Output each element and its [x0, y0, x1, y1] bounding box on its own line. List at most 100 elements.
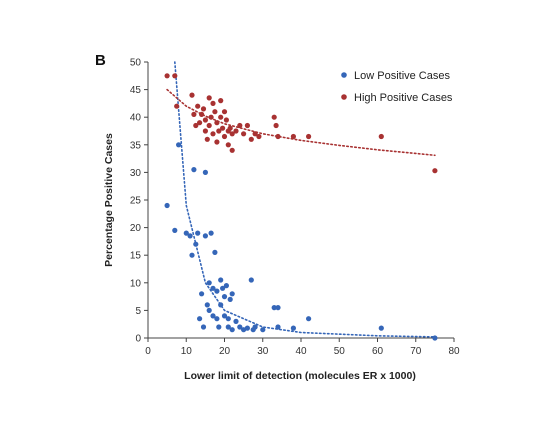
x-tick-label: 70	[410, 346, 422, 357]
low-positive-cases-point	[227, 296, 233, 302]
high-positive-cases-legend-label: High Positive Cases	[354, 92, 453, 104]
low-positive-cases-point	[237, 324, 243, 330]
high-positive-cases-point	[193, 122, 199, 129]
high-positive-cases-point	[229, 147, 235, 153]
high-positive-cases-point	[164, 73, 170, 79]
high-positive-cases-point	[210, 100, 216, 106]
high-positive-cases-point	[206, 122, 212, 129]
high-positive-cases-legend-marker	[341, 94, 347, 100]
high-positive-cases-point	[273, 122, 279, 129]
y-tick-label: 25	[130, 196, 142, 207]
low-positive-cases-point	[183, 230, 189, 236]
high-positive-cases-point	[218, 114, 224, 120]
high-positive-cases-point	[241, 131, 247, 137]
high-positive-cases-point	[172, 73, 178, 79]
y-tick-labels: 0 5 10 15 20 25 30 35 40 45 50	[130, 58, 148, 345]
low-positive-cases-point	[216, 324, 222, 330]
high-positive-cases-point	[223, 117, 229, 123]
high-positive-cases-point	[244, 122, 250, 129]
high-positive-cases-point	[256, 133, 262, 140]
y-axis-label: Percentage Positive Cases	[103, 133, 115, 267]
low-positive-cases-point	[204, 302, 210, 308]
high-positive-cases-point	[229, 131, 235, 137]
low-positive-cases-point	[290, 325, 296, 331]
low-positive-cases-point	[378, 325, 384, 331]
high-positive-cases-point	[221, 109, 228, 115]
y-tick-label: 50	[130, 58, 142, 69]
high-positive-cases-point	[208, 114, 214, 120]
low-positive-cases-point	[223, 283, 229, 289]
low-positive-cases-point	[225, 316, 231, 322]
low-positive-cases-point	[432, 335, 438, 341]
low-positive-cases-point	[187, 233, 193, 239]
high-positive-cases-point	[275, 133, 281, 140]
high-positive-cases-point	[432, 168, 438, 174]
high-positive-cases-point	[200, 106, 207, 112]
y-tick-label: 30	[130, 168, 142, 179]
data-points	[164, 73, 438, 341]
x-tick-label: 50	[334, 346, 346, 357]
legend: Low Positive Cases High Positive Cases	[341, 70, 453, 104]
high-positive-cases-point	[174, 103, 180, 109]
x-tick-labels: 0 10 20 30 40 50 60 70 80	[145, 338, 460, 357]
high-positive-cases-point	[206, 95, 212, 101]
low-positive-cases-point	[193, 241, 199, 247]
y-tick-label: 0	[135, 334, 141, 345]
low-positive-cases-point	[275, 305, 281, 311]
low-positive-cases-point	[220, 285, 226, 291]
high-positive-cases-point	[210, 131, 216, 137]
low-positive-cases-trendline	[174, 61, 436, 338]
high-positive-cases-point	[212, 109, 218, 115]
high-positive-cases-point	[306, 133, 312, 140]
x-tick-label: 30	[257, 346, 269, 357]
x-axis-label: Lower limit of detection (molecules ER x…	[184, 370, 416, 382]
low-positive-cases-point	[221, 313, 228, 319]
low-positive-cases-point	[189, 252, 195, 258]
low-positive-cases-point	[206, 307, 212, 313]
y-tick-label: 10	[130, 278, 142, 289]
low-positive-cases-point	[202, 169, 208, 175]
low-positive-cases-point	[202, 233, 208, 239]
low-positive-cases-point	[199, 291, 205, 297]
high-positive-cases-point	[216, 128, 222, 134]
high-positive-cases-point	[248, 136, 254, 142]
y-tick-label: 40	[130, 113, 142, 124]
high-positive-cases-point	[378, 133, 384, 140]
low-positive-cases-point	[212, 249, 218, 255]
high-positive-cases-point	[227, 125, 233, 131]
low-positive-cases-point	[271, 305, 277, 311]
high-positive-cases-point	[214, 120, 220, 126]
x-tick-label: 80	[448, 346, 460, 357]
low-positive-cases-point	[248, 277, 254, 283]
trendlines	[166, 61, 436, 338]
low-positive-cases-point	[233, 318, 239, 324]
low-positive-cases-point	[195, 230, 201, 236]
low-positive-cases-point	[218, 277, 224, 283]
low-positive-cases-point	[214, 288, 220, 294]
high-positive-cases-trendline	[166, 88, 436, 157]
low-positive-cases-point	[218, 302, 224, 308]
low-positive-cases-point	[260, 327, 266, 333]
low-positive-cases-legend-marker	[341, 72, 347, 78]
low-positive-cases-point	[214, 316, 220, 322]
low-positive-cases-point	[221, 294, 228, 300]
high-positive-cases-point	[189, 92, 195, 98]
high-positive-cases-point	[197, 120, 203, 126]
low-positive-cases-point	[200, 324, 207, 330]
low-positive-cases-point	[208, 230, 214, 236]
high-positive-cases-point	[204, 136, 210, 142]
low-positive-cases-point	[306, 316, 312, 322]
x-tick-label: 20	[219, 346, 231, 357]
y-tick-label: 35	[130, 140, 142, 151]
low-positive-cases-point	[225, 324, 231, 330]
high-positive-cases-point	[221, 133, 228, 140]
high-positive-cases-point	[220, 125, 226, 131]
low-positive-cases-point	[210, 313, 216, 319]
low-positive-cases-point	[164, 202, 170, 209]
low-positive-cases-point	[197, 316, 203, 322]
high-positive-cases-point	[199, 111, 205, 117]
low-positive-cases-point	[229, 327, 235, 333]
x-tick-label: 60	[372, 346, 384, 357]
panel-label: B	[95, 52, 106, 69]
